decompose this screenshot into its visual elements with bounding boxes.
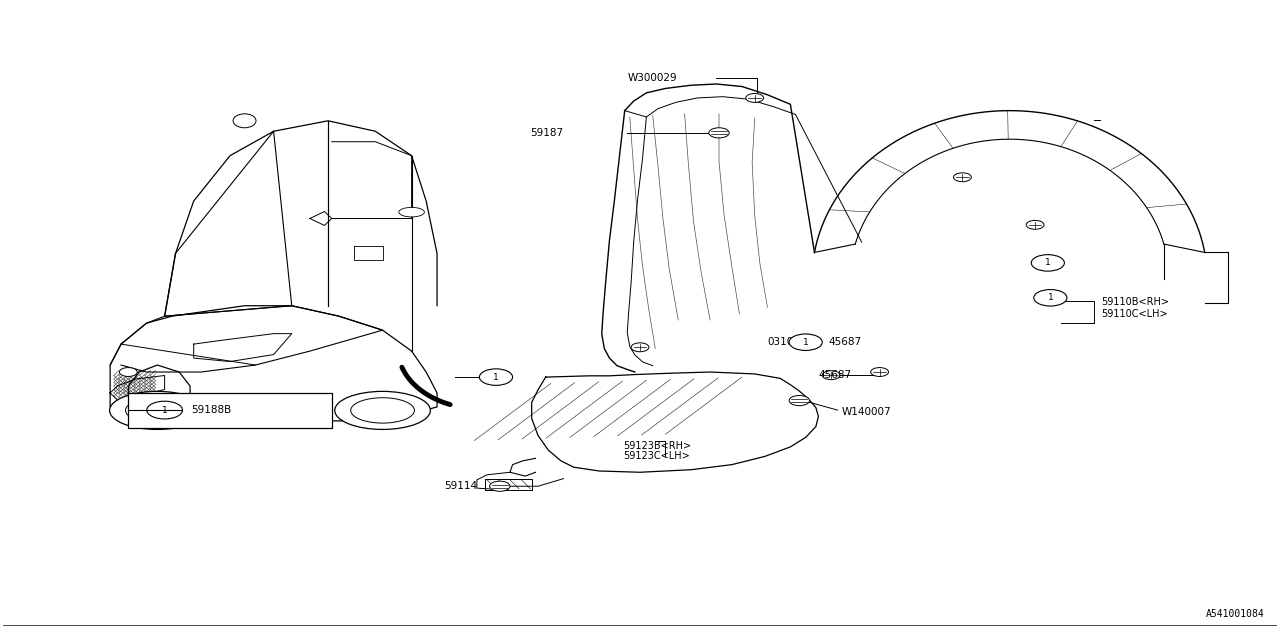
Ellipse shape xyxy=(335,392,430,429)
Text: 45687: 45687 xyxy=(828,337,861,348)
Text: 1: 1 xyxy=(803,338,809,347)
Ellipse shape xyxy=(110,392,205,429)
Text: W300029: W300029 xyxy=(627,73,677,83)
Circle shape xyxy=(746,93,764,102)
Ellipse shape xyxy=(125,397,189,423)
Circle shape xyxy=(709,128,730,138)
Text: 1: 1 xyxy=(1047,293,1053,302)
Circle shape xyxy=(822,371,840,380)
FancyBboxPatch shape xyxy=(128,393,332,428)
Circle shape xyxy=(788,396,809,406)
Text: 59110C<LH>: 59110C<LH> xyxy=(1101,308,1167,319)
Circle shape xyxy=(631,343,649,352)
Text: 59110B<RH>: 59110B<RH> xyxy=(1101,297,1170,307)
Text: A541001084: A541001084 xyxy=(1206,609,1265,620)
Circle shape xyxy=(480,369,512,385)
Circle shape xyxy=(119,367,137,376)
Ellipse shape xyxy=(351,397,415,423)
Text: 1: 1 xyxy=(1044,259,1051,268)
Text: 59123C<LH>: 59123C<LH> xyxy=(623,451,690,461)
Text: 59188B: 59188B xyxy=(192,405,232,415)
Ellipse shape xyxy=(399,207,425,217)
Ellipse shape xyxy=(233,114,256,128)
Text: 0310S: 0310S xyxy=(768,337,800,348)
Circle shape xyxy=(1039,255,1057,264)
Circle shape xyxy=(954,173,972,182)
Circle shape xyxy=(490,481,509,492)
Text: 59123B<RH>: 59123B<RH> xyxy=(623,440,691,451)
Circle shape xyxy=(1034,289,1068,306)
Circle shape xyxy=(1032,255,1065,271)
Circle shape xyxy=(1027,220,1044,229)
Text: 59187: 59187 xyxy=(530,129,563,138)
Circle shape xyxy=(788,334,822,351)
Circle shape xyxy=(147,401,183,419)
Circle shape xyxy=(870,367,888,376)
Text: 59114: 59114 xyxy=(444,481,477,492)
Text: W140007: W140007 xyxy=(841,407,891,417)
Text: 45687: 45687 xyxy=(818,370,851,380)
Text: 1: 1 xyxy=(493,372,499,381)
Text: 1: 1 xyxy=(161,406,168,415)
